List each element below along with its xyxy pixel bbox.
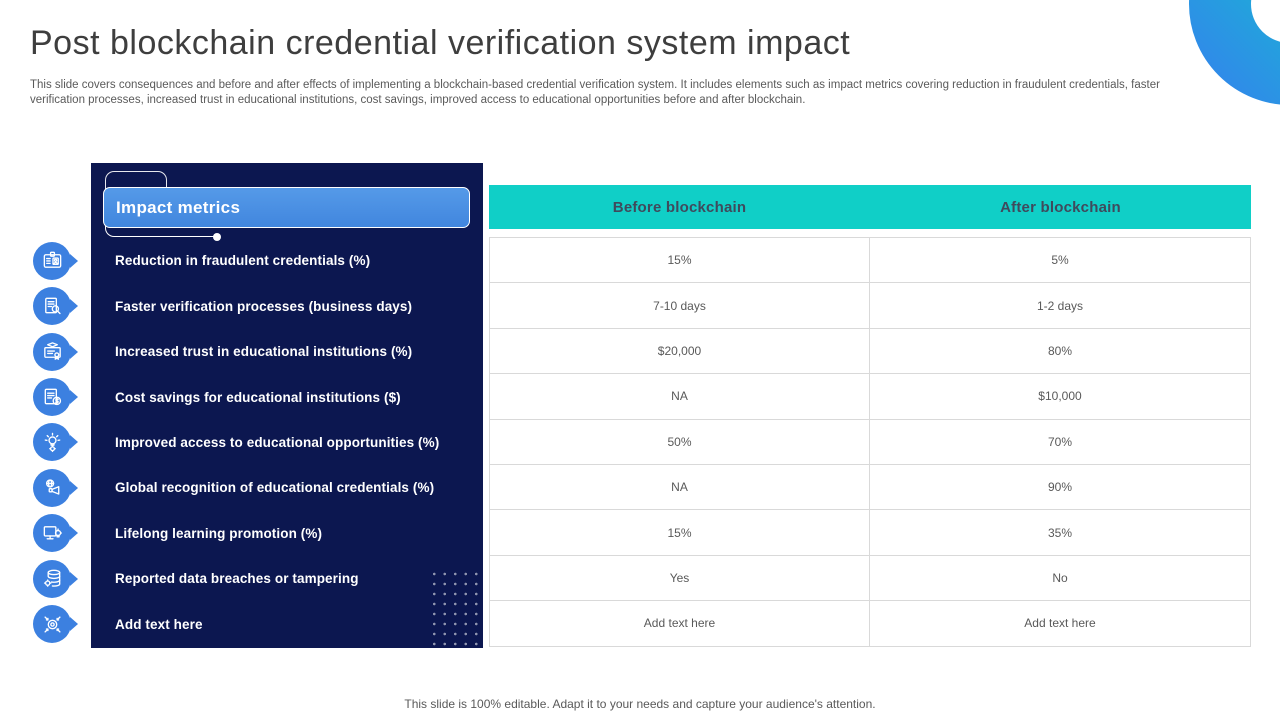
header-tab-decoration	[105, 171, 167, 193]
screen-lightbulb-icon	[33, 514, 71, 553]
metric-label: Global recognition of educational creden…	[115, 480, 435, 496]
table-header-row: Before blockchain After blockchain	[489, 185, 1251, 229]
placeholder-cell[interactable]: Add text here	[490, 601, 870, 646]
header-connector-dot	[213, 233, 221, 241]
id-card-icon	[33, 241, 71, 280]
table-row: NA 90%	[490, 464, 1250, 511]
table-row: 50% 70%	[490, 419, 1250, 465]
icon-rail	[33, 238, 79, 647]
metric-label: Lifelong learning promotion (%)	[115, 525, 323, 541]
slide-description: This slide covers consequences and befor…	[30, 79, 1160, 107]
table-row: NA $10,000	[490, 374, 1250, 420]
footer-note: This slide is 100% editable. Adapt it to…	[404, 697, 876, 711]
certificate-icon	[33, 332, 71, 371]
column-header-before-blockchain: Before blockchain	[612, 198, 747, 216]
table-row: 15% 35%	[490, 510, 1250, 556]
table-row-placeholder: Add text here Add text here	[490, 601, 1250, 647]
metric-label: Faster verification processes (business …	[115, 298, 413, 314]
impact-metrics-header: Impact metrics	[103, 187, 470, 228]
comparison-table: Before blockchain After blockchain 15% 5%…	[489, 185, 1251, 647]
globe-megaphone-icon	[33, 468, 71, 507]
target-gear-icon	[33, 605, 71, 644]
placeholder-cell[interactable]: Add text here	[1024, 616, 1096, 631]
metric-label: Reported data breaches or tampering	[115, 571, 359, 587]
impact-metrics-header-label: Impact metrics	[116, 197, 241, 217]
table-row: Yes No	[490, 555, 1250, 602]
table-body: 15% 5% 7-10 days 1-2 days $20,000 80% NA $10…	[489, 237, 1251, 647]
metric-label: Increased trust in educational instituti…	[115, 344, 413, 360]
page-title: Post blockchain credential verification …	[30, 24, 851, 62]
metric-label: Cost savings for educational institution…	[115, 389, 401, 405]
metric-label-placeholder[interactable]: Add text here	[115, 616, 203, 632]
document-search-icon	[33, 287, 71, 326]
table-row: 7-10 days 1-2 days	[490, 283, 1250, 329]
table-row: $20,000 80%	[490, 328, 1250, 375]
metric-list: Reduction in fraudulent credentials (%) …	[91, 238, 483, 647]
metric-label: Reduction in fraudulent credentials (%)	[115, 253, 371, 269]
table-row: 15% 5%	[490, 238, 1250, 284]
impact-metrics-panel: Impact metrics Reduction in fraudulent c…	[91, 163, 483, 649]
database-gear-icon	[33, 559, 71, 598]
lightbulb-gear-icon	[33, 423, 71, 462]
document-dollar-icon	[33, 378, 71, 417]
column-header-after-blockchain: After blockchain	[1000, 198, 1121, 216]
dots-pattern	[429, 569, 481, 649]
metric-label: Improved access to educational opportuni…	[115, 434, 440, 450]
